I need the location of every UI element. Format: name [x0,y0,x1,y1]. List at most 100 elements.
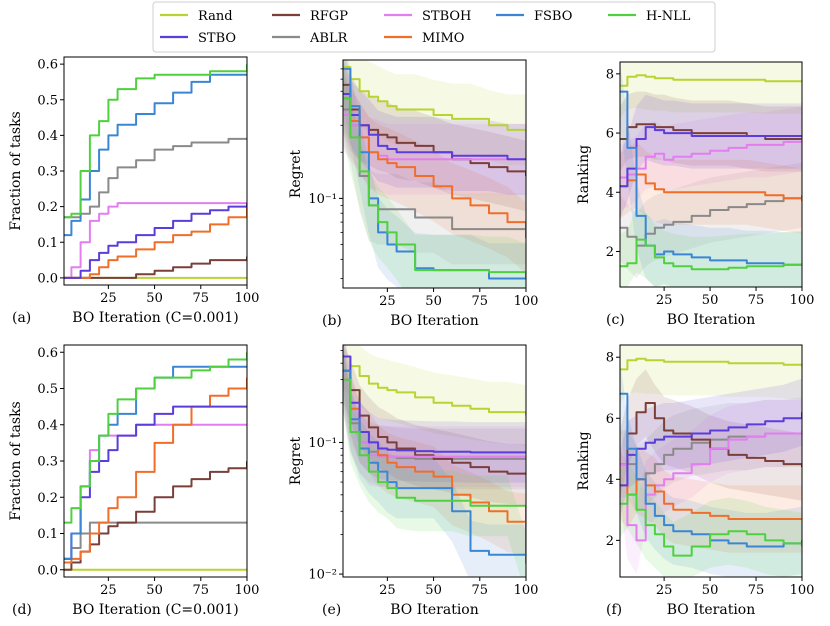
y-axis-label: Fraction of tasks [8,401,24,520]
y-tick-label: 0.5 [37,93,58,108]
line-h-nll [64,64,247,219]
line-mimo [343,97,526,239]
y-tick-label: 4 [606,186,614,201]
line-rfgp [64,256,247,279]
y-tick-label: 0.6 [37,58,58,73]
x-tick-label: 25 [100,583,117,598]
plot-area [620,62,802,287]
line-stbo [620,412,802,487]
y-tick-label: 0.0 [37,271,58,286]
x-axis-label: BO Iteration [390,602,479,618]
legend-label: STBO [198,31,236,46]
y-tick-label: 10⁻¹ [308,436,337,451]
panel-b: 25 50 75 100 10⁻¹ BO Iteration Regret (b) [288,59,539,329]
legend-label: H-NLL [646,9,691,24]
y-tick-label: 10⁻² [308,568,337,583]
plot-area [343,345,526,577]
line-stbo [64,203,247,279]
y-tick-label: 0.2 [37,200,58,215]
line-h-nll [620,493,802,557]
x-tick-label: 50 [702,293,719,308]
band-mimo [620,141,802,234]
legend-item-fsbo: FSBO [496,9,572,24]
band-fsbo [343,345,526,577]
panel-label: (b) [322,313,342,329]
x-tick-label: 100 [514,294,539,309]
axes-frame [342,59,527,289]
x-axis-label: BO Iteration (C=0.001) [72,602,238,618]
axes-frame [619,61,803,288]
y-tick-label: 0.6 [37,346,58,361]
x-axis-label: BO Iteration [667,312,756,328]
line-h-nll [343,378,526,564]
legend-item-ablr: ABLR [272,31,349,46]
line-mimo [64,377,247,564]
plot-area [64,352,247,571]
line-ablr [620,195,802,247]
x-tick-label: 75 [193,583,210,598]
band-stbo [620,94,802,219]
line-rfgp [64,461,247,571]
x-tick-label: 25 [379,294,396,309]
band-rand [620,62,802,119]
x-tick-label: 100 [514,583,539,598]
line-fsbo [620,392,802,548]
x-axis-label: BO Iteration [390,313,479,329]
plot-area [64,64,247,279]
y-tick-label: 0.3 [37,165,58,180]
y-axis-label: Ranking [576,431,592,490]
y-tick-label: 4 [606,473,614,488]
y-tick-label: 2 [606,245,614,260]
y-tick-label: 0.4 [37,129,58,144]
line-stbo [64,405,247,560]
x-tick-label: 25 [100,291,117,306]
line-rand [343,355,526,416]
x-axis-label: BO Iteration (C=0.001) [72,310,238,326]
panel-f: 25 50 75 100 2 4 6 8 BO Iteration Ranking (f) [576,344,814,618]
y-tick-label: 0.2 [37,491,58,506]
y-tick-label: 8 [606,67,614,82]
legend-item-h-nll: H-NLL [608,9,691,24]
x-tick-label: 75 [748,583,765,598]
panel-label: (d) [12,602,32,618]
y-tick-label: 6 [606,412,614,427]
band-rfgp [620,91,802,172]
band-rfgp [343,345,526,505]
x-tick-label: 75 [748,293,765,308]
x-axis-label: BO Iteration [667,602,756,618]
axes-frame [619,344,803,578]
panel-label: (f) [606,602,622,618]
x-tick-label: 50 [425,583,442,598]
x-tick-label: 25 [656,583,673,598]
y-axis-label: Regret [288,149,304,198]
band-rfgp [620,369,802,501]
panel-e: 25 50 75 100 10⁻¹ 10⁻² BO Iteration Regret (e) [288,344,539,618]
band-rand [343,345,526,446]
plot-area [343,60,526,288]
panel-a: 25 50 75 100 0.0 0.1 0.2 0.3 0.4 0.5 0.6 BO Iterati… [8,56,259,326]
line-stboh [64,202,247,279]
band-h-nll [620,461,802,577]
line-ablr [64,137,247,219]
line-rand [620,357,802,371]
y-tick-label: 10⁻¹ [308,192,337,207]
x-tick-label: 50 [425,294,442,309]
band-rfgp [343,60,526,212]
plot-area [620,345,802,577]
band-h-nll [343,349,526,577]
y-tick-label: 6 [606,127,614,142]
panel-c: 25 50 75 100 2 4 6 8 BO Iteration Ranking (c) [576,61,814,328]
axes-frame [342,344,527,578]
legend-label: MIMO [422,31,464,46]
line-rfgp [343,369,526,475]
band-stbo [343,60,526,195]
y-tick-label: 0.4 [37,418,58,433]
legend-item-mimo: MIMO [384,31,464,46]
legend: Rand RFGP STBOH FSBO H-NLL STBO ABLR MIMO [152,1,716,53]
band-fsbo [620,360,802,577]
panel-label: (a) [12,310,31,326]
y-tick-label: 0.1 [37,236,58,251]
line-rand [343,66,526,131]
line-mimo [64,203,247,279]
line-mimo [620,478,802,520]
